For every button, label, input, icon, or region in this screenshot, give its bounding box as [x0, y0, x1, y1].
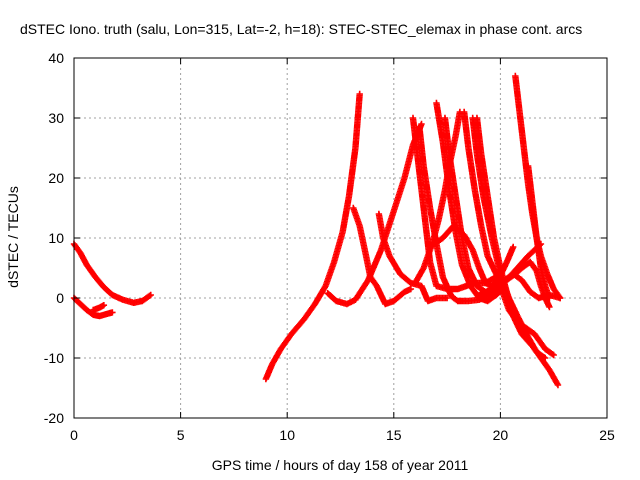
data-point: [109, 309, 116, 316]
data-point: [550, 351, 557, 359]
data-point: [549, 350, 556, 358]
series-arc: [350, 204, 415, 308]
data-point: [546, 303, 553, 311]
series-arc: [70, 294, 116, 320]
data-point: [555, 293, 563, 300]
series-arc: [89, 302, 108, 314]
data-point: [100, 302, 108, 309]
data-point: [146, 292, 153, 300]
x-tick-label: 25: [599, 427, 615, 443]
series-arc: [262, 90, 363, 383]
series-arc: [503, 258, 553, 311]
data-points: [70, 72, 564, 389]
data-point: [443, 294, 451, 302]
x-tick-label: 5: [177, 427, 185, 443]
x-tick-label: 10: [279, 427, 295, 443]
x-tick-label: 0: [70, 427, 78, 443]
chart-title: dSTEC Iono. truth (salu, Lon=315, Lat=-2…: [20, 21, 582, 37]
series-arc: [524, 162, 553, 302]
data-point: [356, 90, 363, 98]
series-arc: [375, 210, 451, 305]
series-arc: [416, 123, 500, 305]
y-axis-label: dSTEC / TECUs: [5, 186, 21, 288]
x-axis-label: GPS time / hours of day 158 of year 2011: [212, 457, 469, 473]
y-tick-label: 20: [48, 170, 64, 186]
x-tick-label: 15: [386, 427, 402, 443]
y-tick-label: 0: [56, 290, 64, 306]
y-tick-label: 10: [48, 230, 64, 246]
x-tick-label: 20: [493, 427, 509, 443]
ticks: 0 5 10 15 20 25 -20 -10 0 10 20 30 40: [44, 50, 615, 443]
y-tick-label: 40: [48, 50, 64, 66]
series-arc: [70, 240, 154, 306]
data-point: [147, 291, 154, 299]
data-point: [554, 381, 562, 389]
data-point: [556, 294, 564, 302]
y-tick-label: 30: [48, 110, 64, 126]
y-tick-label: -10: [44, 350, 64, 366]
data-point: [407, 285, 415, 293]
data-point: [509, 243, 517, 251]
y-tick-label: -20: [44, 410, 64, 426]
series-arc: [426, 222, 517, 290]
